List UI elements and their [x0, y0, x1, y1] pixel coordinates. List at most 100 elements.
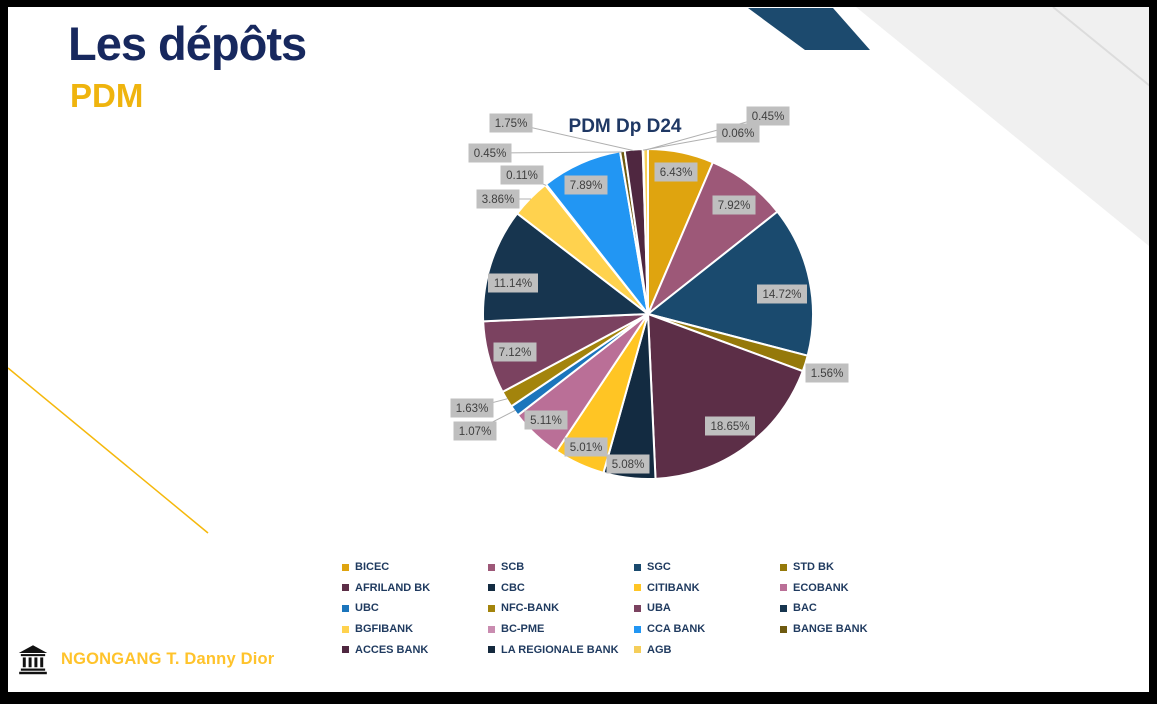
legend-label: STD BK	[793, 561, 834, 574]
data-label-box	[476, 189, 520, 209]
legend-item-bange-bank: BANGE BANK	[780, 619, 930, 640]
legend-marker-icon	[488, 625, 495, 633]
pie-slice-bac	[482, 212, 651, 323]
data-label-text: 0.06%	[722, 128, 755, 140]
legend-label: ECOBANK	[793, 581, 849, 594]
data-label-uba: 7.12%	[493, 342, 537, 362]
legend-item-std-bk: STD BK	[780, 557, 930, 578]
legend-label: BC-PME	[501, 623, 545, 636]
legend-label: LA REGIONALE BANK	[501, 643, 619, 656]
legend-marker-icon	[780, 563, 787, 571]
data-label-box	[524, 410, 568, 430]
chart-legend: BICEC SCB SGC STD BK AFRILAND BK CBC CITIBANK E…	[342, 557, 930, 660]
data-label-box	[450, 398, 494, 418]
data-label-text: 11.14%	[494, 278, 532, 290]
legend-label: ACCES BANK	[355, 643, 429, 656]
data-label-text: 6.43%	[660, 167, 693, 179]
legend-item-bc-pme: BC-PME	[488, 619, 634, 640]
legend-label: BGFIBANK	[355, 623, 414, 636]
legend-marker-icon	[488, 563, 495, 571]
chart-title: PDM Dp D24	[569, 116, 682, 137]
legend-marker-icon	[342, 584, 349, 592]
legend-item-scb: SCB	[488, 557, 634, 578]
data-label-text: 0.11%	[506, 170, 538, 182]
legend-item-agb: AGB	[634, 639, 780, 660]
data-label-ubc: 1.07%	[453, 421, 497, 441]
data-label-text: 14.72%	[762, 289, 801, 301]
data-label-box	[493, 342, 537, 362]
legend-item-bicec: BICEC	[342, 557, 488, 578]
data-label-box	[654, 162, 698, 182]
legend-marker-icon	[634, 625, 641, 633]
data-label-box	[606, 454, 650, 474]
legend-marker-icon	[780, 584, 787, 592]
data-label-text: 1.75%	[495, 118, 528, 130]
data-label-text: 3.86%	[482, 194, 515, 206]
legend-marker-icon	[488, 584, 495, 592]
pie-slice-afriland-bk	[646, 312, 805, 480]
corner-navy-parallelogram	[748, 8, 870, 50]
legend-label: UBC	[355, 602, 379, 615]
data-label-box	[564, 175, 608, 195]
data-label-cbc: 5.08%	[606, 454, 650, 474]
legend-marker-icon	[342, 625, 349, 633]
data-label-sgc: 14.72%	[757, 284, 807, 304]
data-label-nfc-bank: 1.63%	[450, 398, 494, 418]
legend-marker-icon	[634, 584, 641, 592]
corner-gray-line	[1052, 6, 1151, 87]
data-label-box	[757, 284, 807, 304]
legend-item-acces-bank: ACCES BANK	[342, 639, 488, 660]
data-label-box	[500, 165, 544, 185]
legend-marker-icon	[488, 604, 495, 612]
data-label-box	[488, 273, 538, 293]
data-label-text: 1.63%	[456, 403, 489, 415]
data-label-citibank: 5.01%	[564, 437, 608, 457]
legend-item-afriland-bk: AFRILAND BK	[342, 578, 488, 599]
data-label-std-bk: 1.56%	[805, 363, 849, 383]
title-block: Les dépôts PDM	[68, 16, 307, 115]
legend-label: BANGE BANK	[793, 623, 868, 636]
legend-item-uba: UBA	[634, 598, 780, 619]
legend-item-ubc: UBC	[342, 598, 488, 619]
slide-title: Les dépôts	[68, 17, 307, 70]
legend-marker-icon	[780, 604, 787, 612]
data-label-la-regionale-bank: 0.06%	[716, 123, 760, 143]
data-label-text: 7.92%	[718, 200, 751, 212]
data-label-cca-bank: 7.89%	[564, 175, 608, 195]
legend-marker-icon	[488, 646, 495, 654]
legend-label: SGC	[647, 561, 671, 574]
data-label-box	[468, 143, 512, 163]
data-label-text: 5.08%	[612, 459, 645, 471]
data-label-box	[712, 195, 756, 215]
data-label-text: 5.11%	[530, 415, 562, 427]
data-label-box	[705, 416, 755, 436]
data-label-afriland-bk: 18.65%	[705, 416, 755, 436]
data-label-text: 1.07%	[459, 426, 492, 438]
data-label-box	[716, 123, 760, 143]
data-label-text: 0.45%	[474, 148, 507, 160]
data-label-ecobank: 5.11%	[524, 410, 568, 430]
legend-item-ecobank: ECOBANK	[780, 578, 930, 599]
data-label-box	[805, 363, 849, 383]
legend-label: AFRILAND BK	[355, 581, 431, 594]
leader-line-bange-bank	[489, 151, 623, 154]
data-label-text: 7.89%	[570, 180, 603, 192]
legend-item-sgc: SGC	[634, 557, 780, 578]
legend-item-citibank: CITIBANK	[634, 578, 780, 599]
legend-marker-icon	[634, 646, 641, 654]
legend-item-bac: BAC	[780, 598, 930, 619]
data-label-text: 1.56%	[811, 368, 844, 380]
data-label-bgfibank: 3.86%	[476, 189, 520, 209]
legend-marker-icon	[342, 604, 349, 612]
data-label-text: 0.45%	[752, 111, 785, 123]
bank-icon	[18, 645, 48, 675]
data-label-acces-bank: 1.75%	[489, 113, 533, 133]
legend-label: CBC	[501, 581, 525, 594]
data-label-text: 7.12%	[499, 347, 532, 359]
legend-item-nfc-bank: NFC-BANK	[488, 598, 634, 619]
legend-item-cca-bank: CCA BANK	[634, 619, 780, 640]
legend-marker-icon	[634, 604, 641, 612]
data-label-bc-pme: 0.11%	[500, 165, 544, 185]
